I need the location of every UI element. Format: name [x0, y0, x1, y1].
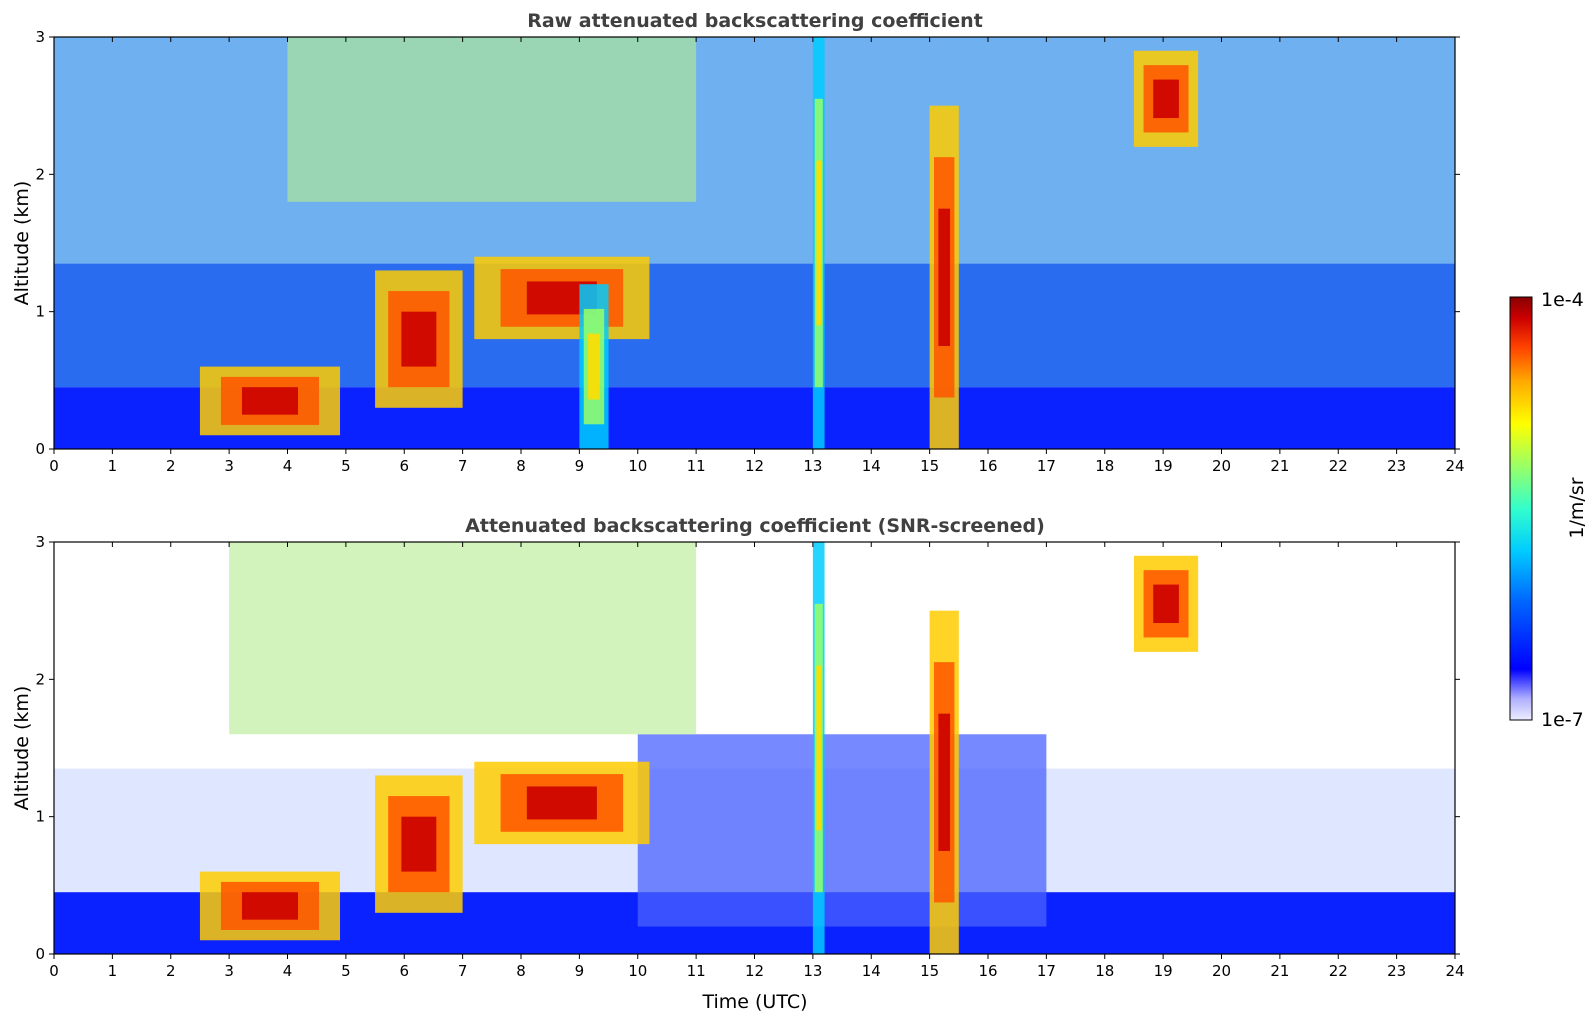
x-tick-label: 7 — [458, 457, 468, 475]
y-tick-label: 1 — [35, 808, 45, 826]
x-tick-label: 12 — [745, 962, 764, 980]
y-tick-label: 0 — [35, 945, 45, 963]
panel-screened-title: Attenuated backscattering coefficient (S… — [465, 515, 1045, 537]
panel-screened-x-ticks: 0 1 2 3 4 5 6 7 8 9 10 11 12 13 14 15 16 17 18 19 20 21 22 23 24 — [49, 542, 1465, 980]
heatmap-feature-peak — [241, 387, 299, 415]
x-tick-label: 14 — [862, 962, 881, 980]
heatmap-upper-layer — [54, 37, 1455, 264]
heatmap-screened-green-region — [229, 542, 697, 735]
x-tick-label: 14 — [862, 457, 881, 475]
x-tick-label: 11 — [687, 457, 706, 475]
heatmap-feature-peak — [938, 713, 951, 851]
y-tick-label: 2 — [35, 165, 45, 183]
colorbar-gradient — [1509, 296, 1533, 721]
x-tick-label: 16 — [978, 457, 997, 475]
x-tick-label: 15 — [920, 457, 939, 475]
colorbar-min-label: 1e-7 — [1541, 709, 1584, 731]
x-tick-label: 19 — [1154, 962, 1173, 980]
heatmap-feature-peak — [816, 665, 822, 831]
x-tick-label: 20 — [1212, 962, 1231, 980]
x-tick-label: 3 — [224, 962, 234, 980]
x-tick-label: 19 — [1154, 457, 1173, 475]
x-tick-label: 5 — [341, 457, 351, 475]
x-tick-label: 18 — [1095, 457, 1114, 475]
x-tick-label: 18 — [1095, 962, 1114, 980]
x-tick-label: 17 — [1037, 962, 1056, 980]
x-tick-label: 13 — [803, 457, 822, 475]
x-tick-label: 7 — [458, 962, 468, 980]
colorbar-unit-label: 1/m/sr — [1566, 477, 1588, 538]
heatmap-feature-peak — [241, 892, 299, 920]
x-tick-label: 8 — [516, 962, 526, 980]
x-tick-label: 12 — [745, 457, 764, 475]
x-tick-label: 24 — [1445, 457, 1464, 475]
panel-screened-y-ticks: 0 1 2 3 — [35, 533, 1460, 963]
heatmap-feature-peak — [938, 208, 951, 346]
x-tick-label: 6 — [399, 962, 409, 980]
x-tick-label: 22 — [1329, 962, 1348, 980]
panel-raw-x-ticks: 0 1 2 3 4 5 6 7 8 9 10 11 12 13 14 15 16 17 18 19 20 21 22 23 24 — [49, 37, 1465, 475]
x-tick-label: 9 — [575, 457, 585, 475]
heatmap-screened-blue-region — [637, 734, 1047, 927]
colorbar-max-label: 1e-4 — [1541, 289, 1584, 311]
y-tick-label: 3 — [35, 533, 45, 551]
x-tick-label: 23 — [1387, 457, 1406, 475]
heatmap-feature-peak — [401, 816, 437, 872]
x-tick-label: 0 — [49, 457, 59, 475]
x-tick-label: 2 — [166, 457, 176, 475]
x-tick-label: 21 — [1270, 962, 1289, 980]
y-tick-label: 2 — [35, 670, 45, 688]
panel-raw-title: Raw attenuated backscattering coefficien… — [527, 10, 983, 32]
x-tick-label: 11 — [687, 962, 706, 980]
x-tick-label: 4 — [283, 457, 293, 475]
heatmap-feature-peak — [401, 311, 437, 367]
x-tick-label: 3 — [224, 457, 234, 475]
heatmap-feature-peak — [1153, 79, 1179, 119]
x-tick-label: 9 — [575, 962, 585, 980]
panel-raw-ylabel: Altitude (km) — [11, 181, 33, 306]
heatmap-feature-peak — [526, 786, 597, 820]
x-tick-label: 10 — [628, 457, 647, 475]
x-tick-label: 8 — [516, 457, 526, 475]
x-tick-label: 5 — [341, 962, 351, 980]
x-tick-label: 4 — [283, 962, 293, 980]
x-tick-label: 16 — [978, 962, 997, 980]
x-tick-label: 1 — [108, 962, 118, 980]
y-tick-label: 0 — [35, 440, 45, 458]
panel-screened-xlabel: Time (UTC) — [701, 991, 807, 1013]
x-tick-label: 22 — [1329, 457, 1348, 475]
x-tick-label: 15 — [920, 962, 939, 980]
x-tick-label: 21 — [1270, 457, 1289, 475]
x-tick-label: 6 — [399, 457, 409, 475]
heatmap-feature-peak — [1153, 584, 1179, 624]
panel-screened-ylabel: Altitude (km) — [11, 686, 33, 811]
panel-screened-heatmap — [54, 542, 1455, 954]
panel-raw-y-ticks: 0 1 2 3 — [35, 28, 1460, 458]
panel-screened: Attenuated backscattering coefficient (S… — [11, 515, 1465, 1013]
x-tick-label: 17 — [1037, 457, 1056, 475]
colorbar: 1e-4 1e-7 1/m/sr — [1509, 289, 1588, 731]
panel-raw: Raw attenuated backscattering coefficien… — [11, 10, 1465, 475]
x-tick-label: 0 — [49, 962, 59, 980]
heatmap-feature-peak — [588, 333, 600, 400]
x-tick-label: 10 — [628, 962, 647, 980]
y-tick-label: 3 — [35, 28, 45, 46]
x-tick-label: 24 — [1445, 962, 1464, 980]
y-tick-label: 1 — [35, 303, 45, 321]
heatmap-aerosol-region — [287, 37, 697, 202]
x-tick-label: 1 — [108, 457, 118, 475]
x-tick-label: 20 — [1212, 457, 1231, 475]
panel-raw-heatmap — [54, 37, 1455, 450]
x-tick-label: 23 — [1387, 962, 1406, 980]
x-tick-label: 13 — [803, 962, 822, 980]
x-tick-label: 2 — [166, 962, 176, 980]
heatmap-feature-peak — [816, 160, 822, 326]
